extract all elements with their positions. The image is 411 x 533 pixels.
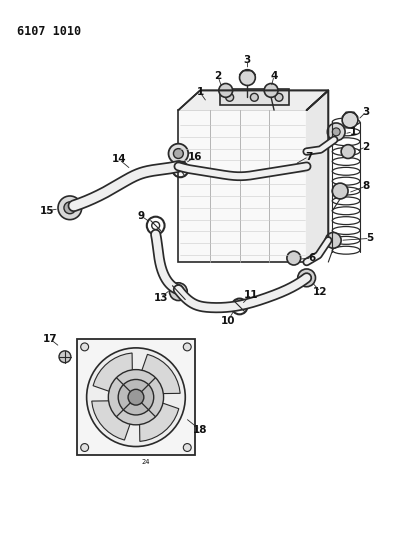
Circle shape <box>341 144 355 158</box>
Text: 2: 2 <box>362 142 369 152</box>
Text: 24: 24 <box>141 459 150 465</box>
Text: 17: 17 <box>43 334 58 344</box>
Polygon shape <box>178 91 328 110</box>
Circle shape <box>342 112 358 128</box>
Text: 16: 16 <box>188 151 202 161</box>
Circle shape <box>183 343 191 351</box>
Text: 8: 8 <box>362 181 369 191</box>
Circle shape <box>81 343 89 351</box>
Text: 6107 1010: 6107 1010 <box>16 25 81 38</box>
Text: 13: 13 <box>153 293 168 303</box>
Circle shape <box>326 232 341 248</box>
Text: 1: 1 <box>196 87 204 98</box>
Circle shape <box>169 144 188 164</box>
Circle shape <box>59 351 71 362</box>
Circle shape <box>275 93 283 101</box>
Text: 10: 10 <box>220 316 235 326</box>
Circle shape <box>128 389 144 405</box>
Circle shape <box>81 443 89 451</box>
Text: 3: 3 <box>244 55 251 65</box>
Circle shape <box>226 93 233 101</box>
Text: 5: 5 <box>366 233 373 244</box>
Circle shape <box>332 183 348 199</box>
Text: 6: 6 <box>308 253 315 263</box>
Circle shape <box>240 70 255 85</box>
Circle shape <box>332 128 340 136</box>
Text: 1: 1 <box>349 127 357 137</box>
Circle shape <box>58 196 82 220</box>
Text: 18: 18 <box>193 425 207 435</box>
Circle shape <box>169 283 187 301</box>
Text: 15: 15 <box>40 206 54 216</box>
Text: 2: 2 <box>214 70 222 80</box>
Bar <box>220 90 289 105</box>
Text: 9: 9 <box>137 211 144 221</box>
Text: 14: 14 <box>112 155 127 165</box>
Polygon shape <box>93 353 133 397</box>
Circle shape <box>118 379 154 415</box>
Text: 3: 3 <box>362 107 369 117</box>
Polygon shape <box>307 91 328 262</box>
Text: 11: 11 <box>244 289 259 300</box>
Circle shape <box>109 369 164 425</box>
Text: 4: 4 <box>270 70 278 80</box>
Circle shape <box>250 93 258 101</box>
Circle shape <box>219 84 233 98</box>
Circle shape <box>64 202 76 214</box>
Circle shape <box>327 123 345 141</box>
Polygon shape <box>92 401 136 440</box>
Circle shape <box>183 443 191 451</box>
Polygon shape <box>136 354 180 394</box>
Text: 7: 7 <box>305 151 312 161</box>
Bar <box>178 110 307 262</box>
Text: 12: 12 <box>313 287 328 297</box>
Circle shape <box>264 84 278 98</box>
Circle shape <box>287 251 301 265</box>
Polygon shape <box>139 397 179 441</box>
Circle shape <box>298 269 316 287</box>
Bar <box>77 339 195 455</box>
Circle shape <box>173 149 183 158</box>
Circle shape <box>87 348 185 447</box>
